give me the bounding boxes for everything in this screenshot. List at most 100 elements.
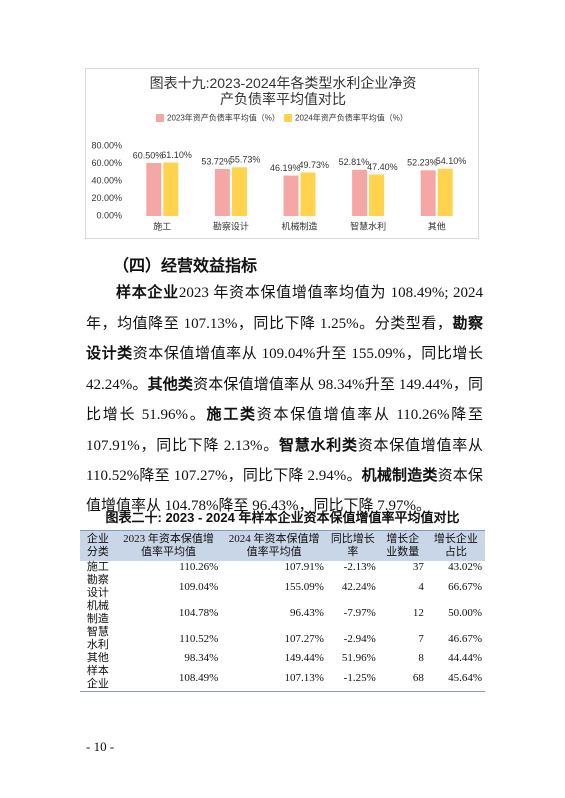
table-cell: -7.97% bbox=[343, 606, 376, 619]
chart-title: 图表十九:2023-2024年各类型水利企业净资产负债率平均值对比 bbox=[149, 75, 417, 107]
table-cell: 其他 bbox=[86, 652, 109, 664]
table-title: 图表二十: 2023 - 2024 年样本企业资本保值增值率平均值对比 bbox=[105, 510, 460, 525]
bold-text: 其他类 bbox=[147, 375, 194, 393]
bar bbox=[300, 172, 316, 216]
bar bbox=[283, 175, 299, 216]
chart: 0.00% 20.00% 40.00% 60.00% 80.00% 2023年资产负债率平… bbox=[91, 113, 467, 232]
data-table: 企业分类 2023 年资本保值增值率平均值 2024 年资本保值增值率平均值 同比增长… bbox=[80, 530, 485, 692]
value-label: 54.10% bbox=[436, 156, 467, 166]
text-run: 2023 年资本保值增值率均值为 108.49%; 2024 年，均值降至 10… bbox=[86, 285, 483, 332]
legend-label: 2023年资产负债率平均值（%） bbox=[167, 113, 280, 123]
table-cell: 勘察设计 bbox=[86, 574, 109, 599]
table-cell: 7 bbox=[418, 632, 424, 645]
table-row: 机械制造 104.78% 96.43% -7.97% 12 50.00% bbox=[80, 600, 485, 626]
bold-text: 样本企业 bbox=[116, 284, 179, 301]
legend-swatch bbox=[284, 114, 292, 122]
table-cell: -2.13% bbox=[343, 561, 376, 573]
table-cell: -1.25% bbox=[326, 665, 379, 692]
table-cell: 108.49% bbox=[115, 665, 222, 692]
table-cell: 37 bbox=[412, 561, 424, 573]
y-tick-label: 0.00% bbox=[96, 210, 122, 220]
table-cell: 107.91% bbox=[284, 561, 324, 573]
value-label: 60.50% bbox=[133, 150, 164, 160]
bar bbox=[146, 163, 162, 216]
table-cell: 155.09% bbox=[284, 580, 324, 593]
table-cell: 机械制造 bbox=[86, 600, 109, 625]
value-label: 53.72% bbox=[201, 156, 232, 166]
bar bbox=[369, 174, 385, 216]
table-cell: 45.64% bbox=[426, 665, 485, 692]
table-cell: 46.67% bbox=[448, 632, 482, 645]
table-cell: 50.00% bbox=[448, 606, 482, 619]
chart-frame: 0.00% 20.00% 40.00% 60.00% 80.00% 2023年资产负债率平… bbox=[85, 68, 479, 239]
bar bbox=[437, 168, 453, 216]
table-row: 勘察设计 109.04% 155.09% 42.24% 4 66.67% bbox=[80, 574, 485, 600]
table-cell: 68 bbox=[378, 665, 427, 692]
value-label: 47.40% bbox=[367, 162, 398, 172]
text-run: 资本保值增值率从 110.26%降至 107.91%，同比下降 2.13%。 bbox=[86, 407, 483, 454]
y-tick-label: 20.00% bbox=[91, 193, 122, 203]
table-cell: 110.26% bbox=[179, 561, 219, 573]
table-cell: 51.96% bbox=[341, 652, 376, 664]
value-label: 49.73% bbox=[299, 160, 330, 170]
table-cell: 107.13% bbox=[221, 665, 327, 692]
table-row: 其他 98.34% 149.44% 51.96% 8 44.44% bbox=[80, 652, 485, 665]
text-run: 资本保值增值率从 110.52%降至 107.27%，同比下降 2.94%。 bbox=[86, 437, 483, 485]
table-cell: 智慧水利 bbox=[86, 626, 109, 651]
table-cell: 104.78% bbox=[178, 606, 219, 619]
value-label: 61.10% bbox=[161, 150, 192, 160]
header-cell: 增长企业数量 bbox=[378, 530, 427, 561]
table-cell: 107.27% bbox=[284, 632, 324, 645]
bold-text: 机械制造类 bbox=[361, 467, 438, 484]
table-cell: 8 bbox=[418, 652, 424, 664]
table-cell: 施工 bbox=[86, 561, 109, 573]
bold-text: 施工类 bbox=[206, 406, 257, 423]
text-run: 资本保值增值率从 98.34%升至 149.44%，同比增长 51.96%。 bbox=[86, 376, 483, 424]
bar bbox=[352, 169, 368, 216]
table-row: 智慧水利 110.52% 107.27% -2.94% 7 46.67% bbox=[80, 626, 485, 652]
table-cell: 样本企业 bbox=[80, 665, 116, 692]
bar bbox=[231, 167, 247, 216]
header-cell: 2024 年资本保值增值率平均值 bbox=[221, 530, 327, 561]
bar bbox=[214, 168, 230, 216]
table-row: 样本企业 108.49% 107.13% -1.25% 68 45.64% bbox=[80, 665, 485, 692]
y-tick-label: 40.00% bbox=[91, 175, 122, 185]
x-tick-label: 其他 bbox=[428, 220, 446, 231]
table-cell: 109.04% bbox=[178, 580, 219, 593]
text-run: 资本保值增值率从 109.04%升至 155.09%，同比增长 42.24%。 bbox=[86, 346, 483, 393]
value-label: 52.81% bbox=[339, 157, 370, 167]
legend-swatch bbox=[156, 114, 164, 122]
table-cell: 4 bbox=[418, 580, 424, 593]
table-cell: 98.34% bbox=[184, 652, 219, 664]
table-cell: 66.67% bbox=[448, 580, 482, 593]
section-heading: （四）经营效益指标 bbox=[113, 258, 258, 275]
legend-label: 2024年资产负债率平均值（%） bbox=[295, 113, 408, 123]
table-cell: -2.94% bbox=[343, 632, 376, 645]
value-label: 52.23% bbox=[407, 158, 438, 168]
bar bbox=[163, 162, 179, 216]
header-cell: 同比增长率 bbox=[326, 530, 379, 561]
paragraph: 样本企业2023 年资本保值增值率均值为 108.49%; 2024 年，均值降… bbox=[86, 278, 483, 521]
table-cell: 43.02% bbox=[448, 561, 482, 573]
bar bbox=[420, 170, 436, 216]
header-cell: 企业分类 bbox=[80, 530, 116, 561]
x-tick-label: 机械制造 bbox=[281, 220, 317, 231]
header-cell: 2023 年资本保值增值率平均值 bbox=[115, 530, 222, 561]
value-label: 55.73% bbox=[230, 155, 261, 165]
page-number: - 10 - bbox=[86, 739, 115, 754]
x-tick-label: 勘察设计 bbox=[213, 220, 249, 231]
table-cell: 42.24% bbox=[341, 580, 376, 593]
header-row: 企业分类 2023 年资本保值增值率平均值 2024 年资本保值增值率平均值 同比增长… bbox=[80, 530, 485, 561]
bold-text: 勘察设计类 bbox=[86, 314, 483, 363]
x-tick-label: 施工 bbox=[153, 220, 171, 231]
text-run: 资本保值增值率从 104.78%降至 96.43%，同比下降 7.97%。 bbox=[86, 468, 483, 514]
table-cell: 44.44% bbox=[448, 652, 482, 664]
table-cell: 12 bbox=[412, 606, 424, 619]
table-cell: 96.43% bbox=[289, 606, 324, 619]
y-tick-label: 60.00% bbox=[91, 158, 122, 168]
x-tick-label: 智慧水利 bbox=[350, 220, 386, 231]
value-label: 46.19% bbox=[270, 163, 301, 173]
table-row: 施工 110.26% 107.91% -2.13% 37 43.02% bbox=[80, 561, 485, 574]
header-cell: 增长企业占比 bbox=[426, 530, 485, 561]
